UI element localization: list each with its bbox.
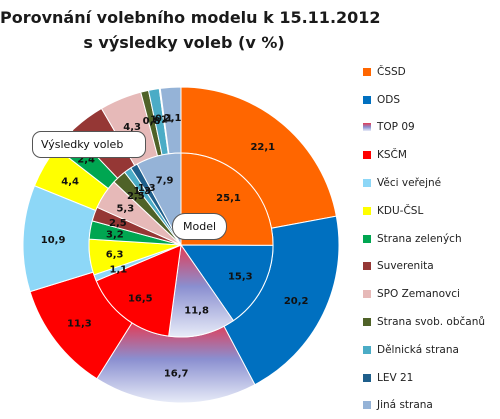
legend-label: KSČM [377, 149, 407, 162]
callout-results: Výsledky voleb [32, 131, 146, 158]
legend-item: Jiná strana [363, 392, 498, 419]
legend-item: ČSSD [363, 58, 498, 86]
legend-label: TOP 09 [377, 121, 415, 134]
legend-item: LEV 21 [363, 364, 498, 392]
legend-swatch [363, 206, 371, 215]
legend-swatch [363, 123, 371, 132]
inner-data-label: 2,5 [127, 191, 145, 202]
legend-swatch [363, 345, 371, 354]
outer-data-label: 0,1 [155, 114, 173, 125]
outer-data-label: 4,4 [61, 177, 79, 188]
legend-item: SPO Zemanovci [363, 280, 498, 308]
legend-label: ČSSD [377, 65, 406, 78]
outer-data-label: 2,4 [77, 155, 95, 166]
inner-data-label: 16,5 [128, 294, 153, 305]
legend-swatch [363, 67, 371, 76]
outer-data-label: 0,8 [143, 116, 161, 127]
legend-swatch [363, 179, 371, 188]
callout-model: Model [172, 213, 227, 240]
legend-label: Věci veřejné [377, 177, 442, 190]
legend-label: LEV 21 [377, 371, 414, 384]
chart-title: Porovnání volebního modelu k 15.11.2012 [0, 8, 381, 27]
legend-label: Dělnická strana [377, 343, 459, 356]
legend-swatch [363, 95, 371, 104]
legend: ČSSD ODS TOP 09 KSČM Věci veřejné KDU-ČSL Stra… [363, 58, 498, 419]
inner-slice-top-09 [168, 243, 235, 338]
inner-data-label: 7,9 [156, 176, 174, 187]
inner-slice-ks-m [95, 244, 182, 337]
outer-data-label: 22,1 [250, 142, 275, 153]
legend-item: Věci veřejné [363, 169, 498, 197]
legend-item: ODS [363, 86, 498, 114]
legend-label: Jiná strana [377, 399, 433, 412]
outer-data-label: 1,1 [150, 114, 168, 125]
legend-item: Strana svob. občanů [363, 308, 498, 336]
legend-label: SPO Zemanovci [377, 288, 460, 301]
legend-swatch [363, 262, 371, 271]
inner-data-label: 1,1 [110, 265, 128, 276]
legend-swatch [363, 318, 371, 327]
inner-data-label: 1,3 [133, 186, 151, 197]
legend-item: TOP 09 [363, 114, 498, 142]
legend-swatch [363, 234, 371, 243]
legend-label: Strana zelených [377, 232, 462, 245]
donut-chart: 22,120,216,711,310,94,42,43,74,30,81,10,… [22, 86, 340, 404]
inner-data-label: 6,3 [106, 249, 124, 260]
legend-swatch [363, 290, 371, 299]
inner-data-label: 5,3 [116, 203, 134, 214]
legend-swatch [363, 373, 371, 382]
inner-data-label: 15,3 [228, 272, 253, 283]
legend-item: KDU-ČSL [363, 197, 498, 225]
legend-label: ODS [377, 93, 401, 106]
legend-item: Dělnická strana [363, 336, 498, 364]
callout-model-label: Model [182, 220, 217, 233]
legend-label: Strana svob. občanů [377, 316, 486, 329]
legend-label: Suverenita [377, 260, 434, 273]
legend-swatch [363, 151, 371, 160]
legend-item: Strana zelených [363, 225, 498, 253]
inner-ring-model [88, 152, 274, 338]
inner-slice-jin-strana [136, 152, 182, 246]
legend-label: KDU-ČSL [377, 204, 424, 217]
inner-slice-ods [180, 244, 274, 322]
legend-swatch [363, 401, 371, 410]
legend-item: KSČM [363, 141, 498, 169]
inner-data-label: 25,1 [216, 193, 241, 204]
inner-data-label: 3,2 [106, 230, 124, 241]
legend-item: Suverenita [363, 253, 498, 281]
inner-data-label: 2,5 [109, 218, 127, 229]
outer-data-label: 4,3 [123, 122, 141, 133]
inner-data-label: 1,3 [138, 183, 156, 194]
outer-data-label: 16,7 [164, 368, 189, 379]
data-labels: 22,120,216,711,310,94,42,43,74,30,81,10,… [41, 113, 309, 380]
outer-data-label: 20,2 [284, 296, 309, 307]
outer-data-label: 10,9 [41, 235, 66, 246]
callout-results-label: Výsledky voleb [41, 138, 124, 151]
inner-data-label: 11,8 [184, 306, 209, 317]
chart-subtitle: s výsledky voleb (v %) [83, 33, 285, 52]
outer-data-label: 11,3 [67, 318, 92, 329]
outer-data-label: 2,1 [164, 113, 182, 124]
